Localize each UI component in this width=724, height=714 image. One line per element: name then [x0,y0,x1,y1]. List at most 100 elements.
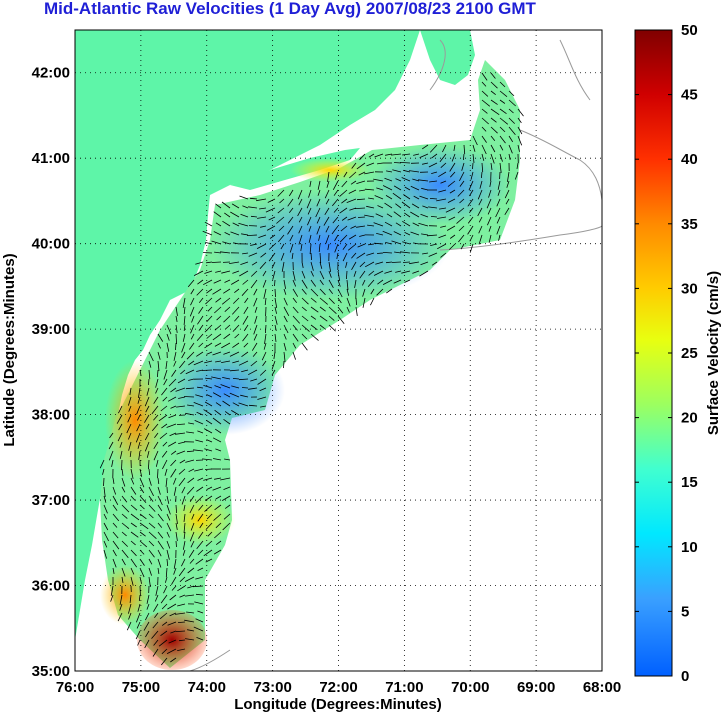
velocity-vector [204,448,213,452]
velocity-vector [221,270,231,274]
velocity-vector [175,540,177,548]
velocity-vector [233,297,240,304]
velocity-vector [157,495,163,506]
velocity-vector [215,203,222,209]
velocity-vector [179,459,186,464]
velocity-vector [385,261,393,264]
velocity-vector [176,405,186,408]
velocity-vector [242,333,249,342]
velocity-vector [490,81,498,89]
velocity-vector [215,360,222,363]
velocity-vector [183,324,186,331]
velocity-vector [154,432,159,439]
velocity-vector [173,558,177,569]
velocity-vector [153,414,159,421]
velocity-vector [206,315,213,323]
velocity-vector [354,207,366,209]
velocity-vector [481,162,484,173]
velocity-vector [497,189,501,196]
velocity-vector [175,432,186,435]
velocity-vector [121,504,130,513]
velocity-vector [377,162,384,165]
velocity-vector [478,234,483,245]
velocity-vector [119,603,123,611]
velocity-vector [157,531,164,539]
velocity-vector [238,402,249,407]
velocity-vector [366,205,375,209]
velocity-vector [103,495,107,503]
velocity-vector [204,221,213,227]
velocity-vector [266,225,276,231]
velocity-vector [386,288,393,294]
velocity-vector [213,549,222,555]
velocity-vector [325,234,330,244]
velocity-vector [401,177,411,182]
velocity-vector [148,513,154,519]
velocity-vector [214,531,222,539]
velocity-vector [176,450,186,455]
velocity-vector [332,216,339,224]
velocity-vector [205,377,213,380]
x-tick-label: 71:00 [385,679,423,696]
velocity-vector [481,99,491,107]
velocity-vector [263,342,267,350]
velocity-vectors [99,72,524,666]
velocity-vector [260,405,267,408]
velocity-vector [160,405,168,412]
velocity-vector [130,468,134,479]
velocity-vector [158,639,168,647]
velocity-vector [478,198,483,206]
velocity-vector [196,351,204,357]
velocity-vector [395,222,402,227]
velocity-vector [128,396,132,406]
velocity-vector [323,216,330,226]
velocity-vector [376,252,384,254]
velocity-vector [191,513,195,520]
velocity-vector [499,99,506,104]
velocity-vector [121,459,123,471]
velocity-vector [183,522,186,533]
velocity-vector [426,234,438,237]
velocity-vector [188,549,195,558]
velocity-vector [196,369,204,372]
velocity-vector [157,342,161,349]
y-tick-label: 41:00 [32,150,70,167]
velocity-vector [126,423,132,434]
velocity-vector [205,522,213,530]
velocity-vector [177,378,186,384]
velocity-vector [409,261,420,265]
velocity-vector [402,241,411,245]
velocity-vector [166,549,170,560]
velocity-vector [144,396,150,407]
velocity-vector [404,186,411,191]
velocity-vector [489,180,492,187]
velocity-vector [222,241,231,245]
velocity-vector [257,216,267,219]
velocity-vector [168,414,177,419]
velocity-vector [497,180,501,190]
velocity-vector [253,297,258,307]
velocity-vector [119,450,123,459]
velocity-vector [198,342,204,348]
velocity-vector [197,477,204,481]
velocity-vector [136,621,141,629]
velocity-vector [197,430,204,434]
velocity-vector [157,567,160,574]
velocity-vector [241,387,249,389]
velocity-vector [364,188,375,191]
velocity-vector [112,504,118,511]
velocity-vector [238,378,249,381]
velocity-vector [283,279,286,289]
velocity-vector [185,594,195,597]
velocity-vector [298,234,303,245]
velocity-vector [477,189,483,200]
velocity-vector [183,513,186,522]
velocity-vector [139,495,147,503]
velocity-vector [317,180,321,190]
velocity-vector [204,342,213,349]
velocity-vector [342,252,348,262]
velocity-vector [193,402,204,407]
velocity-vector [319,306,326,312]
fast-current-region [290,158,370,182]
velocity-vector [331,225,339,235]
